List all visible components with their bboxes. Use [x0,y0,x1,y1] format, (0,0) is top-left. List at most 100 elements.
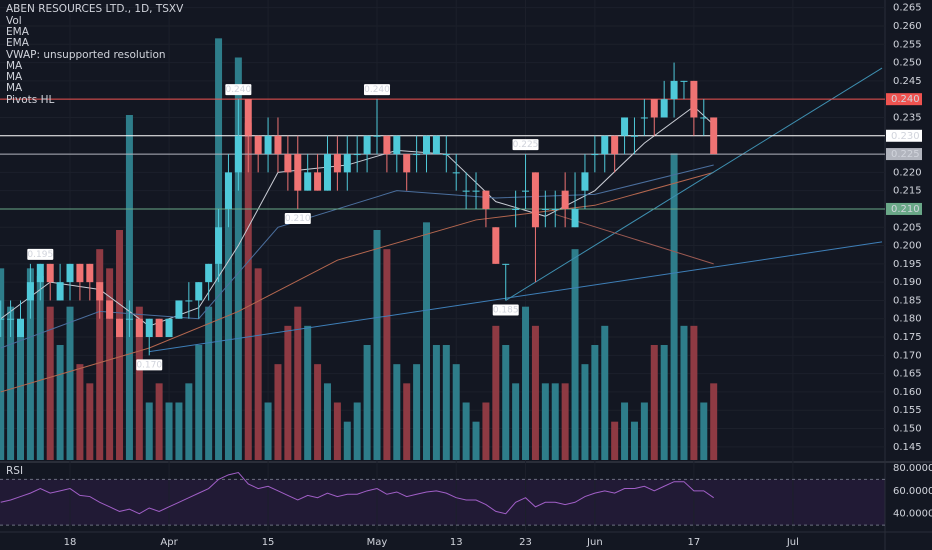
candle-body [175,300,183,319]
candle-body [502,263,510,265]
candle-body [640,117,648,119]
candle-body [205,263,213,283]
candle-body [472,190,480,192]
y-tick-label: 0.215 [893,186,922,197]
trend-line [149,241,883,353]
candle-body [26,282,34,301]
volume-bar [383,249,391,460]
candle-body [413,154,421,156]
candle-body [611,135,619,155]
candle-body [125,318,133,320]
volume-bar [353,402,361,460]
volume-bar [442,345,450,460]
volume-bar [373,230,381,460]
candle-body [323,154,331,191]
legend: ABEN RESOURCES LTD., 1D, TSXV Vol EMA EM… [6,3,184,477]
candle-body [383,135,391,155]
candle-body [373,135,381,137]
y-tick-label: 0.200 [893,241,922,252]
volume-bar [66,306,74,460]
candle-body [660,99,668,118]
candle-body [393,135,401,155]
candle-body [353,154,361,156]
candle-body [294,154,302,191]
candle-body [571,208,579,228]
pivot-label-box [225,84,252,96]
y-tick-label: 0.260 [893,21,922,32]
candle-body [145,318,153,338]
candle-body [561,190,569,209]
trend-line [505,67,883,301]
candle-body [0,318,5,320]
volume-bar [175,402,183,460]
pivot-label-box [512,139,539,151]
y-tick-label: 0.150 [893,424,922,435]
y-tick-label: 0.190 [893,277,922,288]
candle-body [621,117,629,136]
candle-body [36,263,44,283]
price-label-box [886,129,922,142]
candle-body [452,172,460,174]
volume-bar [96,249,104,460]
volume-bar [7,306,15,460]
candle-body [116,318,124,338]
x-tick-label: 13 [450,537,463,548]
volume-bar [650,345,658,460]
pivot-label: 0.195 [27,250,53,260]
price-label: 0.240 [891,94,920,105]
candle-body [541,208,549,210]
volume-bar [522,306,530,460]
volume-bar [710,383,718,460]
volume-bar [165,402,173,460]
candle-body [304,172,312,191]
price-label-box [886,202,922,215]
volume-bar [432,345,440,460]
x-tick-label: 23 [519,537,532,548]
candle-body [106,300,114,319]
rsi-band [0,479,885,526]
price-label-box [886,93,922,106]
price-label: 0.230 [891,131,920,142]
candle-body [680,80,688,82]
y-tick-label: 0.205 [893,222,922,233]
volume-bar [26,268,34,460]
pivot-label: 0.240 [364,85,390,95]
ma-line [0,105,715,327]
candle-body [215,227,223,264]
indicator: Pivots HL [6,94,54,106]
volume-bar [46,306,54,460]
candle-body [581,172,589,191]
x-tick-label: 15 [262,537,275,548]
volume-bar [621,402,629,460]
volume-bar [423,222,431,460]
volume-bar [234,57,242,460]
y-tick-label: 0.250 [893,58,922,69]
pivot-label-box [492,304,519,316]
plot: 0.195 0.170 0.240 0.210 0.240 0.185 0.225 [0,38,885,526]
volume-bar [690,325,698,460]
volume-bar [185,383,193,460]
x-tick-label: Jul [786,537,799,548]
volume-bar [403,383,411,460]
candle-body [601,135,609,155]
volume-bar [561,383,569,460]
candle-body [274,135,282,155]
volume-bar [531,325,539,460]
volume-bar [224,172,232,460]
volume-bar [294,306,302,460]
pivot-label-box [27,248,54,260]
volume-bar [680,325,688,460]
volume-bar [482,402,490,460]
volume-bar [611,421,619,460]
volume-bar [472,421,480,460]
rsi-line [0,471,714,515]
candle-body [432,135,440,155]
volume-bar [541,383,549,460]
volume-bar [571,249,579,460]
volume-bar [413,364,421,460]
indicator: EMA [6,26,30,38]
candle-body [363,135,371,155]
volume-bar [76,364,84,460]
candle-body [234,135,242,173]
